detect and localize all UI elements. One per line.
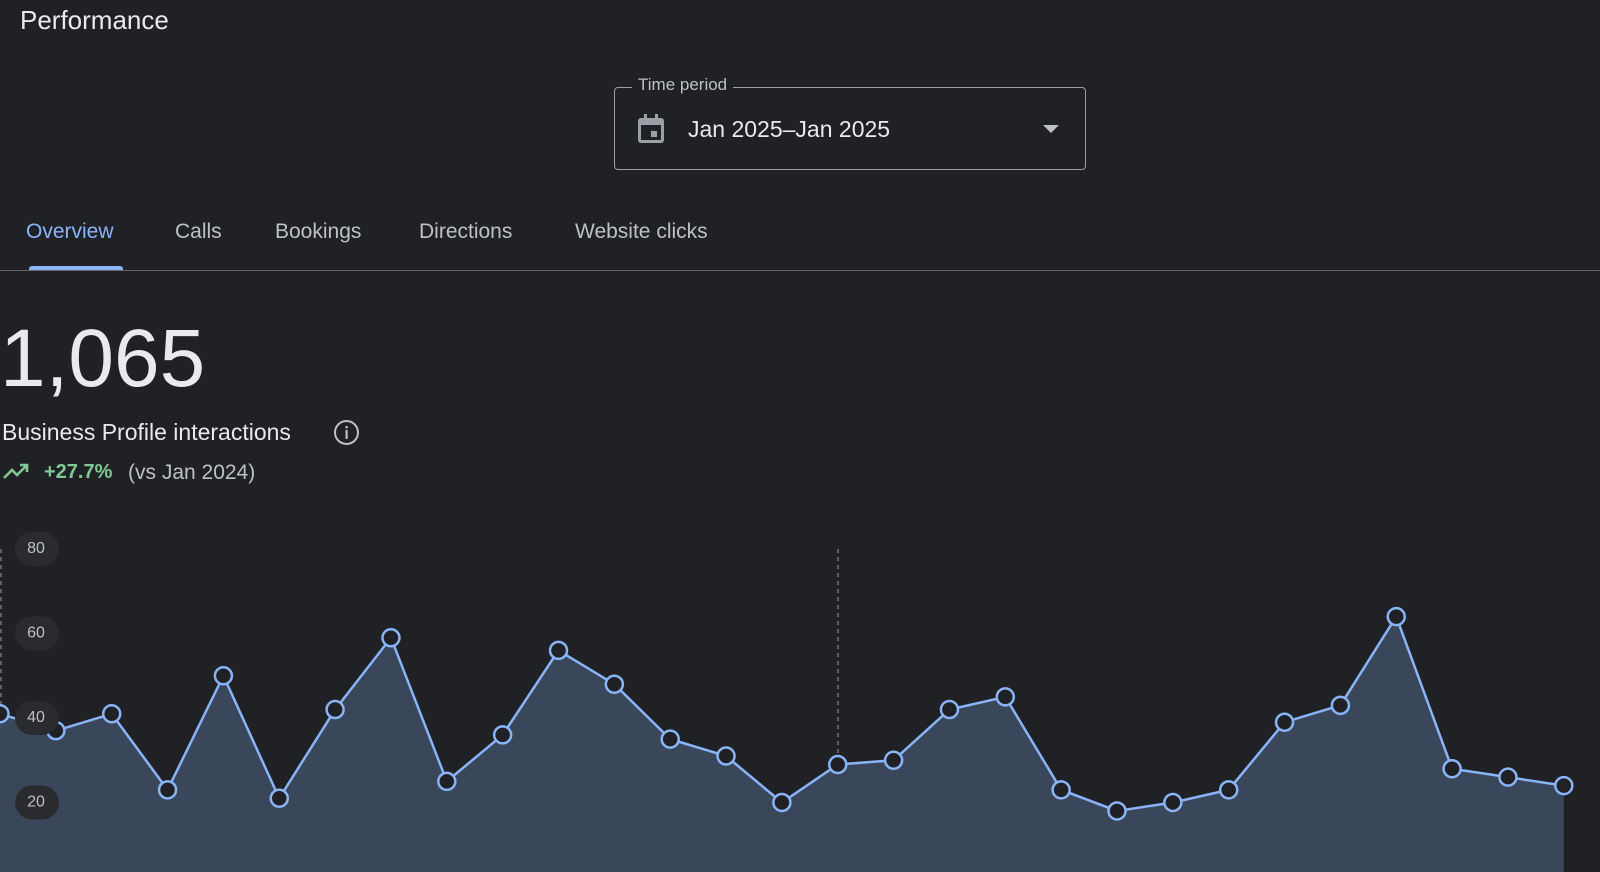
data-point [381, 627, 401, 648]
tab[interactable]: Calls [175, 220, 222, 243]
data-point [604, 674, 625, 694]
data-point [1386, 606, 1406, 627]
y-tick-label: 60 [27, 625, 45, 642]
data-point [1442, 758, 1462, 779]
data-point [213, 666, 234, 686]
dropdown-arrow [1043, 125, 1059, 133]
data-point [828, 754, 848, 775]
dropdown-value: Jan 2025–Jan 2025 [688, 116, 891, 142]
data-point [1163, 792, 1183, 813]
divider [0, 270, 1600, 271]
data-point [939, 699, 960, 720]
metric-label: Business Profile interactions [2, 419, 291, 445]
time-period-dropdown[interactable] [614, 87, 1086, 170]
data-point [269, 788, 289, 809]
data-point [1274, 712, 1295, 732]
comparison-label: (vs Jan 2024) [128, 461, 256, 484]
data-point [883, 750, 904, 770]
change-percent: +27.7% [44, 461, 113, 483]
y-tick-pill [15, 532, 59, 566]
trend-icon [3, 463, 29, 479]
data-point [1051, 780, 1071, 800]
data-point [1107, 801, 1127, 821]
data-point [995, 687, 1016, 707]
data-point [325, 699, 345, 720]
data-point [1498, 767, 1518, 787]
y-tick-pill [15, 701, 59, 735]
tab[interactable]: Overview [26, 220, 114, 243]
data-point [548, 640, 569, 661]
active-tab-indicator [29, 266, 123, 270]
tab[interactable]: Directions [419, 220, 513, 243]
total-value: 1,065 [0, 313, 206, 404]
dropdown-label: Time period [632, 75, 734, 95]
y-tick-label: 40 [27, 709, 45, 726]
calendar-icon [638, 114, 664, 143]
data-point [1218, 780, 1239, 800]
page-title: Performance [20, 5, 169, 35]
y-tick-pill [15, 785, 59, 820]
data-point [157, 780, 178, 800]
data-point [1554, 775, 1574, 796]
y-tick-label: 20 [27, 794, 45, 811]
data-point [101, 704, 122, 724]
data-point [492, 725, 513, 745]
data-point [772, 792, 792, 813]
data-point [437, 771, 457, 792]
data-point [0, 704, 10, 724]
y-tick-pill [15, 616, 59, 651]
y-tick-label: 80 [27, 540, 45, 557]
data-point [660, 729, 680, 749]
data-point [716, 746, 736, 766]
tab[interactable]: Bookings [275, 220, 362, 243]
info-icon[interactable] [333, 419, 360, 446]
data-point [1330, 695, 1351, 716]
tab[interactable]: Website clicks [575, 220, 708, 243]
area-fill [0, 616, 1564, 872]
